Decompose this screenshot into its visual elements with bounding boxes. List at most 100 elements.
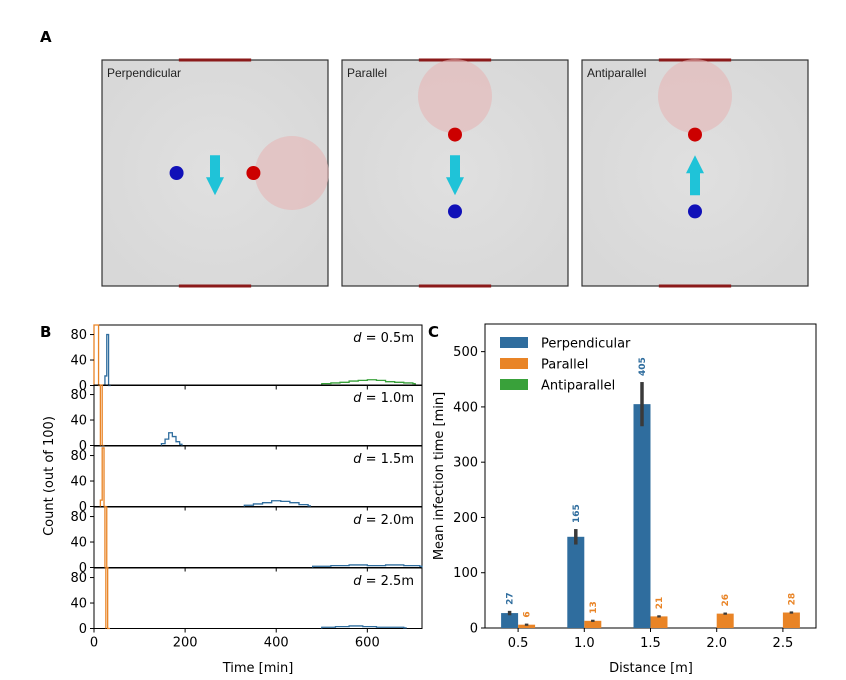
histogram-subplot: 0 40 80 d = 1.5m [70,445,423,515]
y-tick-label: 500 [453,345,478,360]
susceptible-person-dot [448,204,462,219]
histogram-series-parallel [93,324,101,387]
x-tick-label: 2.0 [706,636,727,651]
histogram-series-antiparallel [321,379,416,386]
aerosol-cloud [418,59,492,134]
y-tick-label: 80 [70,510,87,525]
susceptible-person-dot [169,166,184,180]
bar-value-label: 21 [655,597,665,610]
x-tick-label: 1.5 [640,636,661,651]
distance-label: d = 2.5m [353,574,414,589]
subplot-frame [93,567,423,629]
bar-parallel [782,612,800,628]
susceptible-person-dot [688,204,702,219]
panel-c-ylabel: Mean infection time [min] [432,392,447,560]
y-tick-label: 0 [79,622,87,637]
x-tick-label: 600 [355,636,380,651]
panel-a-scenes: Perpendicular Parallel Antiparallel [101,58,809,288]
histogram-series-perpendicular [160,432,183,446]
x-tick-label: 2.5 [773,636,794,651]
distance-var: d [353,331,362,346]
x-tick-label: 200 [173,636,198,651]
panel-c-xlabel: Distance [m] [609,661,693,676]
y-tick-label: 40 [70,354,87,369]
bar-perpendicular [501,613,519,628]
distance-label: d = 2.0m [353,513,414,528]
y-tick-label: 0 [79,500,87,515]
y-tick-label: 80 [70,328,87,343]
histogram-series-perpendicular [321,625,407,629]
bar-perpendicular [567,536,585,628]
scene-perpendicular: Perpendicular [101,58,329,288]
distance-var: d [353,513,362,528]
y-tick-label: 80 [70,388,87,403]
distance-var: d [353,391,362,406]
distance-var: d [353,452,362,467]
scene-parallel: Parallel [341,58,569,288]
x-tick-label: 1.0 [574,636,595,651]
distance-label: d = 1.0m [353,391,414,406]
aerosol-cloud [658,59,732,134]
bar-parallel [716,613,734,628]
histogram-series-parallel [104,506,110,569]
airflow-arrow-icon [446,155,464,196]
histogram-series-perpendicular [312,564,423,568]
histogram-subplot: 0 40 80 d = 2.0m [70,506,423,576]
bar-value-label: 28 [787,593,797,606]
airflow-arrow-icon [206,155,224,196]
y-tick-label: 40 [70,536,87,551]
y-tick-label: 80 [70,571,87,586]
panel-b-letter: B [40,323,51,341]
y-tick-label: 0 [79,379,87,394]
bar-parallel [584,620,602,628]
bar-value-label: 6 [523,611,533,617]
panel-c-bar-chart: 0.5 27 6 1.0 165 13 1.5 405 21 2.0 26 2.5 28 0 100 200 3… [453,323,817,651]
legend-label: Antiparallel [541,379,615,394]
y-tick-label: 0 [79,439,87,454]
x-tick-label: 400 [264,636,289,651]
bar-parallel [518,624,536,628]
histogram-series-perpendicular [104,333,111,387]
legend-label: Parallel [541,358,588,373]
histogram-subplot: 0 40 80 d = 0.5m [70,324,423,394]
bar-value-label: 13 [589,601,599,614]
bar-value-label: 27 [506,592,516,605]
scene-label: Parallel [347,66,387,80]
distance-label: d = 0.5m [353,331,414,346]
scene-label: Antiparallel [587,66,646,80]
legend-swatch [500,337,528,348]
bar-value-label: 405 [638,357,648,376]
histogram-subplot: 0 40 80 d = 2.5m [70,567,423,637]
legend-swatch [500,379,528,390]
panel-b-xlabel: Time [min] [222,661,294,676]
distance-label: d = 1.5m [353,452,414,467]
legend-label: Perpendicular [541,337,631,352]
x-tick-label: 0 [90,636,98,651]
histogram-subplot: 0 40 80 d = 1.0m [70,384,423,454]
scene-antiparallel: Antiparallel [581,58,809,288]
histogram-series-parallel [99,447,107,508]
distance-value: = 0.5m [362,331,415,346]
panel-a-letter: A [40,28,52,46]
x-tick-label: 0.5 [508,636,529,651]
y-tick-label: 0 [470,622,478,637]
y-tick-label: 400 [453,400,478,415]
panel-c-letter: C [428,323,439,341]
aerosol-cloud [254,136,329,210]
y-tick-label: 0 [79,561,87,576]
histogram-series-perpendicular [243,500,312,507]
distance-value: = 1.5m [362,452,415,467]
legend-swatch [500,358,528,369]
y-tick-label: 200 [453,511,478,526]
infected-source-dot [688,127,702,142]
legend: Perpendicular Parallel Antiparallel [500,337,631,394]
y-tick-label: 300 [453,456,478,471]
bar-perpendicular [633,404,651,628]
y-tick-label: 40 [70,414,87,429]
bar-value-label: 26 [721,594,731,607]
distance-value: = 2.0m [362,513,415,528]
y-tick-label: 100 [453,566,478,581]
airflow-arrow-icon [686,155,704,196]
